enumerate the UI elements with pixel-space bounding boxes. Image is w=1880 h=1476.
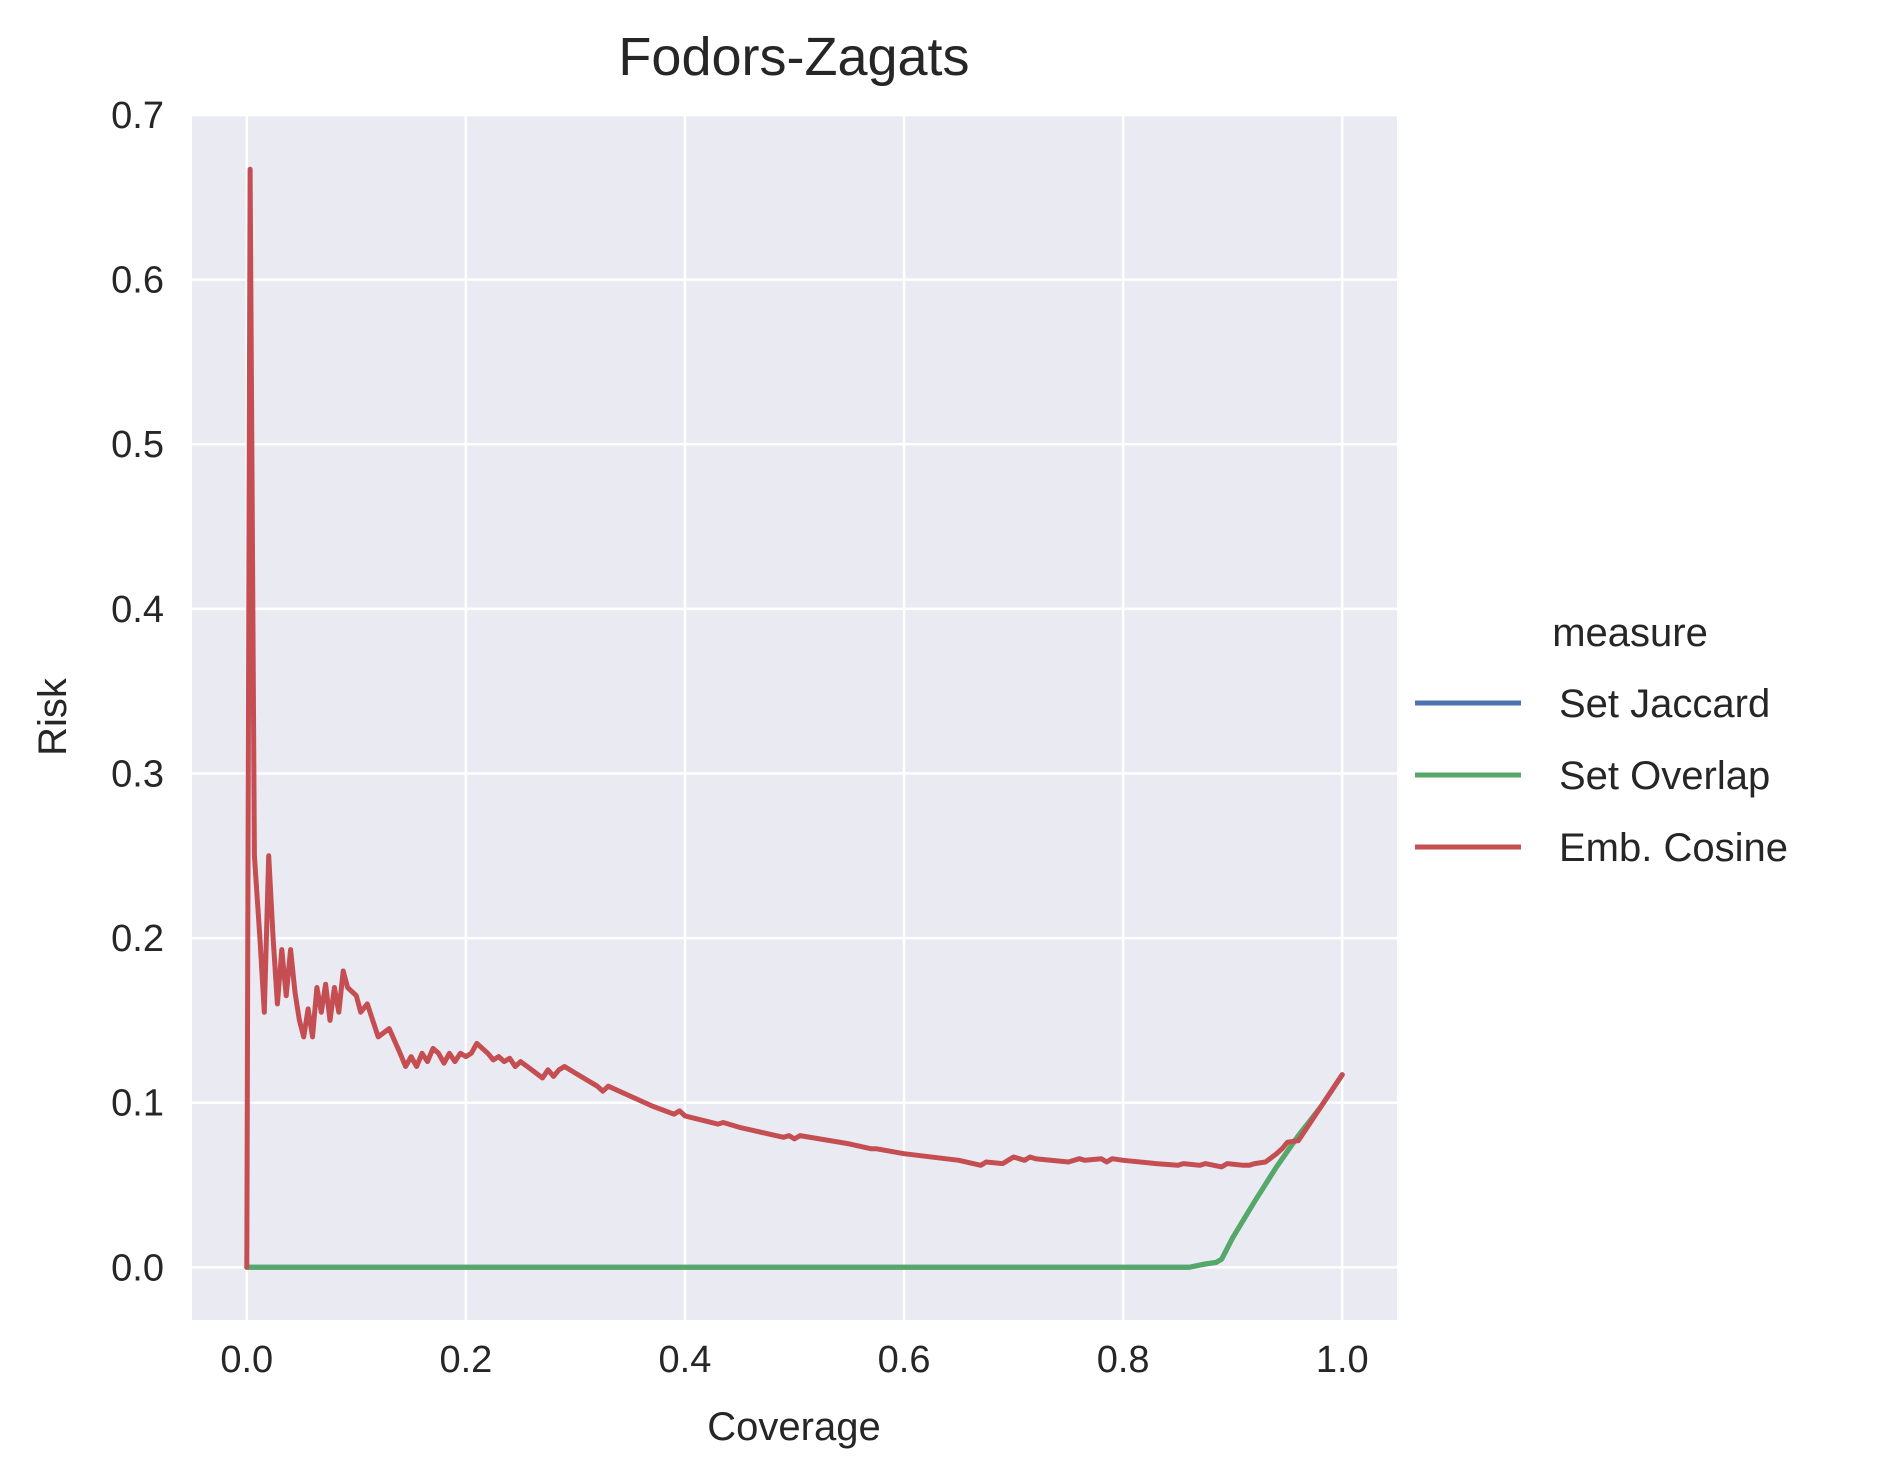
y-tick-labels: 0.0 0.1 0.2 0.3 0.4 0.5 0.6 0.7 <box>111 95 164 1289</box>
chart-title: Fodors-Zagats <box>618 27 969 87</box>
series-lines <box>244 166 1345 1270</box>
x-tick-label: 0.8 <box>1097 1339 1150 1381</box>
y-tick-label: 0.5 <box>111 424 164 466</box>
y-tick-label: 0.4 <box>111 589 164 631</box>
x-axis-label: Coverage <box>707 1405 880 1449</box>
x-tick-label: 0.2 <box>439 1339 492 1381</box>
y-tick-label: 0.6 <box>111 260 164 302</box>
x-tick-label: 0.4 <box>659 1339 712 1381</box>
y-tick-label: 0.0 <box>111 1247 164 1289</box>
x-tick-label: 1.0 <box>1316 1339 1369 1381</box>
legend-item-emb-cosine: Emb. Cosine <box>1415 826 1788 870</box>
series-line-emb-cosine <box>244 166 1345 1270</box>
x-gridlines <box>245 115 1344 1320</box>
y-axis-label: Risk <box>31 677 75 756</box>
legend-item-set-overlap: Set Overlap <box>1415 754 1770 798</box>
y-tick-label: 0.3 <box>111 753 164 795</box>
y-tick-label: 0.1 <box>111 1083 164 1125</box>
legend-label: Emb. Cosine <box>1559 826 1788 870</box>
y-tick-label: 0.7 <box>111 95 164 137</box>
legend-label: Set Jaccard <box>1559 682 1770 726</box>
legend-label: Set Overlap <box>1559 754 1770 798</box>
x-tick-label: 0.6 <box>878 1339 931 1381</box>
y-tick-label: 0.2 <box>111 918 164 960</box>
x-tick-labels: 0.0 0.2 0.4 0.6 0.8 1.0 <box>220 1339 1368 1381</box>
plot-background <box>192 115 1397 1320</box>
legend-item-set-jaccard: Set Jaccard <box>1415 682 1770 726</box>
x-tick-label: 0.0 <box>220 1339 273 1381</box>
legend-title: measure <box>1552 611 1708 655</box>
legend: measure Set Jaccard Set Overlap Emb. Cosin… <box>1415 611 1788 870</box>
